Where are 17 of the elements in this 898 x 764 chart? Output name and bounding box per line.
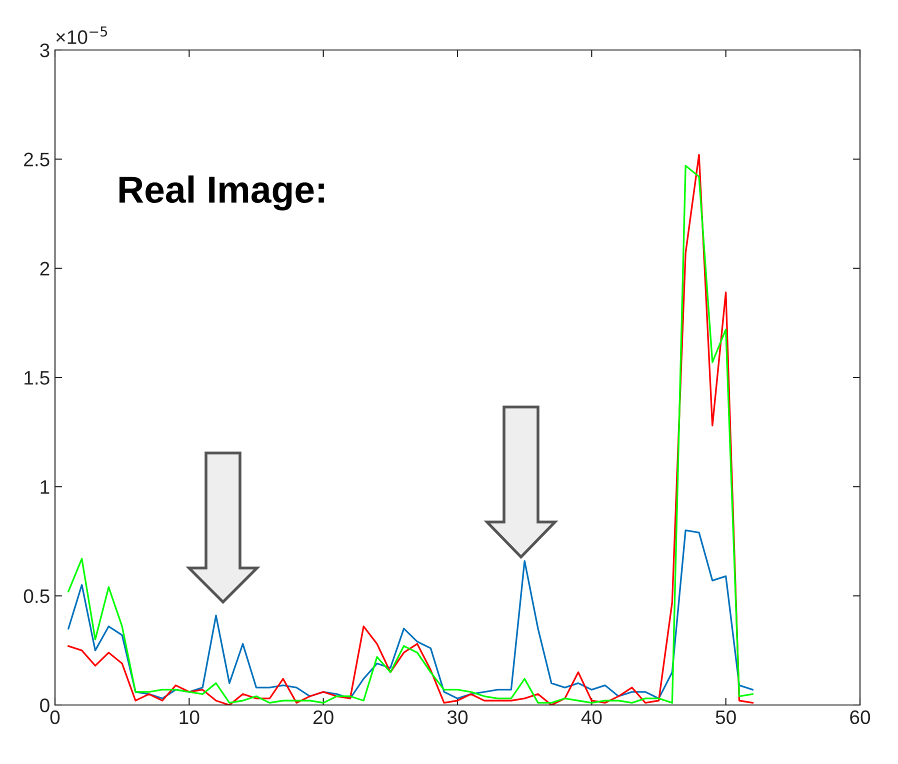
y-tick-label: 0 [40,698,50,712]
annotation: Real Image: [120,175,324,211]
x-tick-label: 30 [447,710,468,724]
x-tick-label: 50 [716,710,736,724]
line-series [68,530,754,700]
x-tick-label: 20 [314,710,334,724]
y-tick-label: 1.5 [24,371,50,385]
y-tick-label: 2.5 [24,152,50,166]
y-tick-label: 3 [40,43,50,58]
x-tick-label: 10 [180,710,200,724]
y-tick-label: 2 [40,262,50,276]
x-tick-label: 40 [581,710,602,724]
x-tick-label: 60 [850,710,870,724]
y-tick-label: 1 [40,480,50,494]
y-tick-label: 0.5 [24,589,50,604]
text: ×10$^{−5}$ [56,26,108,44]
x-tick-label: 0 [50,710,60,724]
